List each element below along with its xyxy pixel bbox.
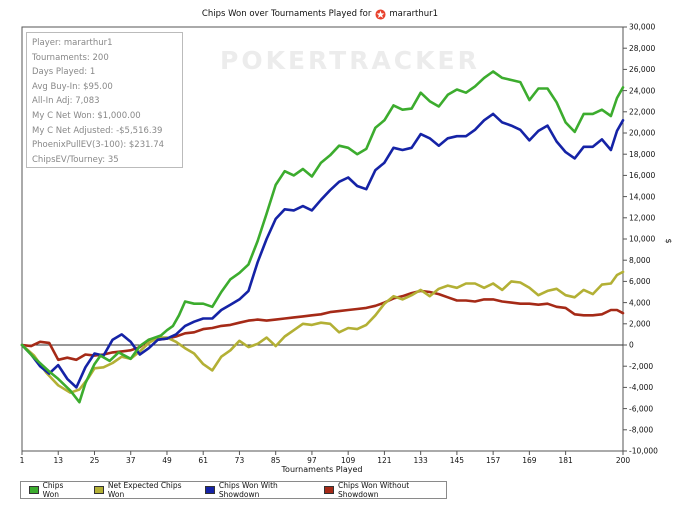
stat-line: Player: mararthur1	[32, 38, 113, 48]
x-tick-label: 37	[126, 456, 136, 465]
series-line-chips-won	[20, 70, 625, 404]
x-axis-label: Tournaments Played	[281, 465, 363, 474]
stat-line: All-In Adj: 7,083	[32, 96, 100, 107]
series-layer	[20, 70, 625, 404]
legend-swatch	[94, 486, 104, 494]
y-tick-label: 14,000	[629, 192, 655, 201]
y-axis: -10,000 -8,000 -6,000 -4,000 -2,000 0 2,000 4,0…	[623, 23, 658, 456]
watermark: POKERTRACKER	[220, 46, 480, 75]
legend-swatch	[324, 486, 334, 494]
y-tick-label: 0	[629, 341, 634, 350]
stat-line: Tournaments: 200	[32, 52, 109, 63]
x-tick-label: 109	[341, 456, 356, 465]
chart-title: Chips Won over Tournaments Played for ma…	[0, 6, 640, 22]
x-tick-label: 49	[162, 456, 172, 465]
y-tick-label: -10,000	[629, 447, 658, 456]
y-tick-label: 8,000	[629, 256, 651, 265]
legend-item-with-showdown[interactable]: Chips Won With Showdown	[205, 481, 306, 499]
y-tick-label: 28,000	[629, 44, 655, 53]
pokerstars-logo-icon	[375, 8, 386, 20]
y-tick-label: -2,000	[629, 362, 653, 371]
y-tick-label: 6,000	[629, 277, 651, 286]
y-tick-label: 4,000	[629, 298, 651, 307]
x-axis: 1 13 25 37 49 61 73 85 97 109 121 133 145 157 169 181 20…	[20, 451, 631, 465]
y-tick-label: 2,000	[629, 320, 651, 329]
legend-label: Chips Won With Showdown	[218, 481, 278, 499]
y-tick-label: -4,000	[629, 383, 653, 392]
x-tick-label: 85	[271, 456, 281, 465]
y-tick-label: 26,000	[629, 65, 655, 74]
x-tick-label: 145	[450, 456, 465, 465]
y-tick-label: 18,000	[629, 150, 655, 159]
x-tick-label: 121	[377, 456, 392, 465]
stats-box: Player: mararthur1 Tournaments: 200 Days…	[26, 32, 183, 168]
y-axis-label: $	[664, 238, 673, 243]
stat-line: PhoenixPullEV(3-100): $231.74	[32, 140, 165, 151]
x-tick-label: 181	[558, 456, 573, 465]
x-tick-label: 73	[235, 456, 245, 465]
y-tick-label: 12,000	[629, 214, 655, 223]
y-tick-label: -6,000	[629, 404, 653, 413]
x-tick-label: 13	[53, 456, 63, 465]
legend-label: Chips Won	[42, 481, 64, 499]
chart-legend: Chips Won Net Expected Chips Won Chips W…	[20, 481, 447, 499]
legend-swatch	[29, 486, 39, 494]
series-line-chips-won-without-showdown	[20, 289, 625, 362]
chart-title-player: mararthur1	[389, 9, 439, 19]
x-tick-label: 1	[20, 456, 25, 465]
legend-item-without-showdown[interactable]: Chips Won Without Showdown	[324, 481, 436, 499]
y-tick-label: 24,000	[629, 86, 655, 95]
legend-item-net-expected[interactable]: Net Expected Chips Won	[94, 481, 187, 499]
stat-line: ChipsEV/Tourney: 35	[32, 154, 119, 165]
legend-swatch	[205, 486, 215, 494]
x-tick-label: 200	[616, 456, 631, 465]
series-line-chips-won-with-showdown	[20, 112, 625, 389]
legend-label: Net Expected Chips Won	[107, 481, 182, 499]
y-tick-label: 20,000	[629, 129, 655, 138]
legend-label: Chips Won Without Showdown	[338, 481, 410, 499]
y-tick-label: 22,000	[629, 108, 655, 117]
y-tick-label: 10,000	[629, 235, 655, 244]
x-tick-label: 25	[90, 456, 100, 465]
x-tick-label: 169	[522, 456, 537, 465]
x-tick-label: 157	[486, 456, 501, 465]
stat-line: Days Played: 1	[32, 67, 96, 78]
stat-line: My C Net Won: $1,000.00	[32, 110, 141, 121]
stat-line: Avg Buy-In: $95.00	[32, 81, 113, 92]
chart-title-prefix: Chips Won over Tournaments Played for	[201, 9, 372, 19]
x-tick-label: 133	[413, 456, 428, 465]
y-tick-label: -8,000	[629, 426, 653, 435]
y-tick-label: 16,000	[629, 171, 655, 180]
stat-line: My C Net Adjusted: -$5,516.39	[32, 125, 163, 136]
x-tick-label: 61	[198, 456, 208, 465]
x-tick-label: 97	[307, 456, 317, 465]
legend-item-chips-won[interactable]: Chips Won	[29, 481, 76, 499]
y-tick-label: 30,000	[629, 23, 655, 32]
